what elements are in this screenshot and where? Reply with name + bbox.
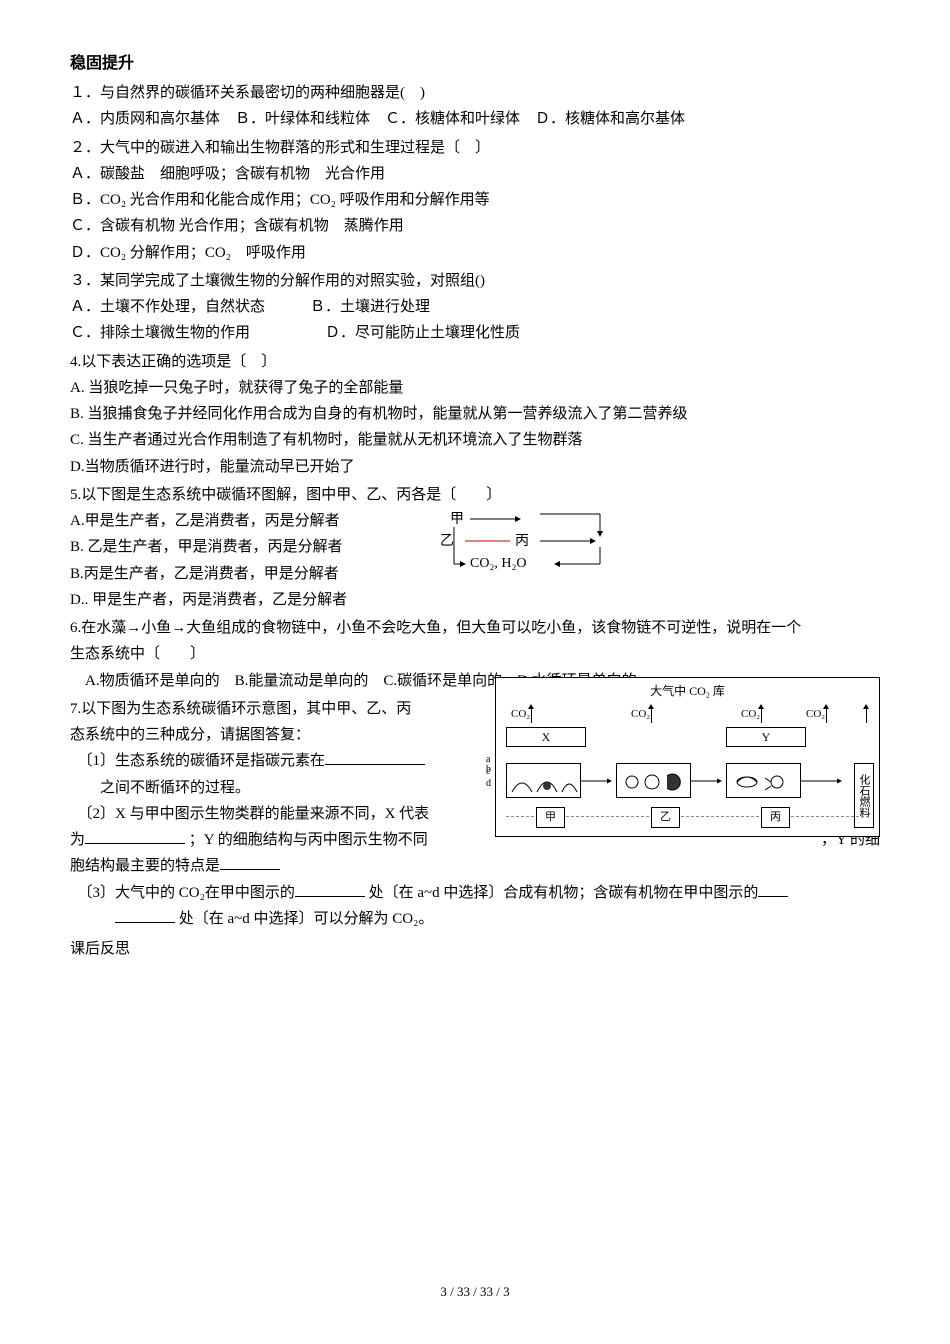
q7-p3c: 处〔在 a~d 中选择〕可以分解为 CO₂。 — [179, 911, 434, 927]
q7-p2d: ；Y 的细胞结构与丙中图示生物不同 — [189, 832, 428, 848]
q1-stem: １．与自然界的碳循环关系最密切的两种细胞器是( ) — [70, 80, 880, 106]
q7-stem1a: 7.以下图为生态系统碳循环示意图，其中甲、乙、丙 — [70, 696, 560, 722]
q3: ３．某同学完成了土壤微生物的分解作用的对照实验，对照组() Ａ．土壤不作处理，自… — [70, 268, 880, 347]
section-title: 稳固提升 — [70, 50, 880, 78]
arrow-icon — [531, 708, 532, 723]
q7-p2a: 〔2〕X 与甲中图示生物类群的能量来源不同，X 代表 — [70, 801, 560, 827]
q2-optA: Ａ．碳酸盐 细胞呼吸；含碳有机物 光合作用 — [70, 161, 880, 187]
arrow-icon — [761, 708, 762, 723]
blank-3 — [220, 856, 280, 870]
q2: ２．大气中的碳进入和输出生物群落的形式和生理过程是〔 〕 Ａ．碳酸盐 细胞呼吸；… — [70, 135, 880, 266]
d2-title: 大气中 CO₂ 库 — [496, 678, 879, 705]
d2-x-box: X — [506, 727, 586, 747]
d2-jia: 甲 — [536, 807, 565, 828]
arrow-icon — [651, 708, 652, 723]
d1-co2: CO₂, H₂O — [470, 556, 526, 571]
q3-optCD: Ｃ．排除土壤微生物的作用 Ｄ．尽可能防止土壤理化性质 — [70, 320, 880, 346]
d2-bing: 丙 — [761, 807, 790, 828]
q5-diagram: 甲 乙 丙 CO₂, H₂O — [440, 509, 620, 579]
d1-jia: 甲 — [450, 512, 464, 527]
q3-stem: ３．某同学完成了土壤微生物的分解作用的对照实验，对照组() — [70, 268, 880, 294]
q7-stem2: 态系统中的三种成分，请据图答复： — [70, 722, 560, 748]
q6-stem2: 生态系统中〔 〕 — [70, 641, 880, 667]
d2-co2-3: CO₂ — [741, 705, 760, 724]
q5-optD: D.. 甲是生产者，丙是消费者，乙是分解者 — [70, 587, 880, 613]
q7-p3b: 处〔在 a~d 中选择〕合成有机物；含碳有机物在甲中图示的 — [369, 885, 759, 901]
d1-yi: 乙 — [440, 533, 454, 549]
blank-4 — [295, 883, 365, 897]
d2-yi: 乙 — [651, 807, 680, 828]
page-footer: 3 / 33 / 33 / 3 — [0, 1281, 950, 1304]
q4-optD: D.当物质循环进行时，能量流动早已开始了 — [70, 454, 880, 480]
q7-p3a: 〔3〕大气中的 CO₂在甲中图示的 — [70, 885, 295, 901]
d2-d: d — [486, 775, 491, 793]
q2-stem: ２．大气中的碳进入和输出生物群落的形式和生理过程是〔 〕 — [70, 135, 880, 161]
arrow-icon — [866, 708, 867, 723]
q4-optC: C. 当生产者通过光合作用制造了有机物时，能量就从无机环境流入了生物群落 — [70, 427, 880, 453]
d2-co2-1: CO₂ — [511, 705, 530, 724]
blank-1 — [325, 751, 425, 765]
d2-co2-4: CO₂ — [806, 705, 825, 724]
q7-p1a: 〔1〕生态系统的碳循环是指碳元素在 — [70, 753, 325, 769]
q5-stem: 5.以下图是生态系统中碳循环图解，图中甲、乙、丙各是〔 〕 — [70, 482, 880, 508]
q4: 4.以下表达正确的选项是〔 〕 A. 当狼吃掉一只兔子时，就获得了兔子的全部能量… — [70, 349, 880, 480]
q7-p2f: 胞结构最主要的特点是 — [70, 858, 220, 874]
q7-diagram: 大气中 CO₂ 库 CO₂ CO₂ CO₂ CO₂ X Y 化石燃料 a b c… — [495, 677, 880, 837]
arrow-icon — [826, 708, 827, 723]
q2-optC: Ｃ．含碳有机物 光合作用；含碳有机物 蒸腾作用 — [70, 213, 880, 239]
q1-options: Ａ．内质网和高尔基体 Ｂ．叶绿体和线粒体 Ｃ．核糖体和叶绿体 Ｄ．核糖体和高尔基… — [70, 106, 880, 132]
q2-optB: Ｂ．CO₂ 光合作用和化能合成作用；CO₂ 呼吸作用和分解作用等 — [70, 187, 880, 213]
q7-p2c: 为 — [70, 832, 85, 848]
afterword: 课后反思 — [70, 936, 880, 962]
d1-bing: 丙 — [515, 534, 529, 549]
q4-stem: 4.以下表达正确的选项是〔 〕 — [70, 349, 880, 375]
q2-optD: Ｄ．CO₂ 分解作用；CO₂ 呼吸作用 — [70, 240, 880, 266]
q4-optA: A. 当狼吃掉一只兔子时，就获得了兔子的全部能量 — [70, 375, 880, 401]
q1: １．与自然界的碳循环关系最密切的两种细胞器是( ) Ａ．内质网和高尔基体 Ｂ．叶… — [70, 80, 880, 133]
blank-5 — [758, 883, 788, 897]
blank-2 — [85, 830, 185, 844]
blank-6 — [115, 909, 175, 923]
d2-y-box: Y — [726, 727, 806, 747]
d2-co2-2: CO₂ — [631, 705, 650, 724]
q4-optB: B. 当狼捕食兔子并经同化作用合成为自身的有机物时，能量就从第一营养级流入了第二… — [70, 401, 880, 427]
q6-stem1: 6.在水藻→小鱼→大鱼组成的食物链中，小鱼不会吃大鱼，但大鱼可以吃小鱼，该食物链… — [70, 615, 880, 641]
q3-optAB: Ａ．土壤不作处理，自然状态 Ｂ．土壤进行处理 — [70, 294, 880, 320]
